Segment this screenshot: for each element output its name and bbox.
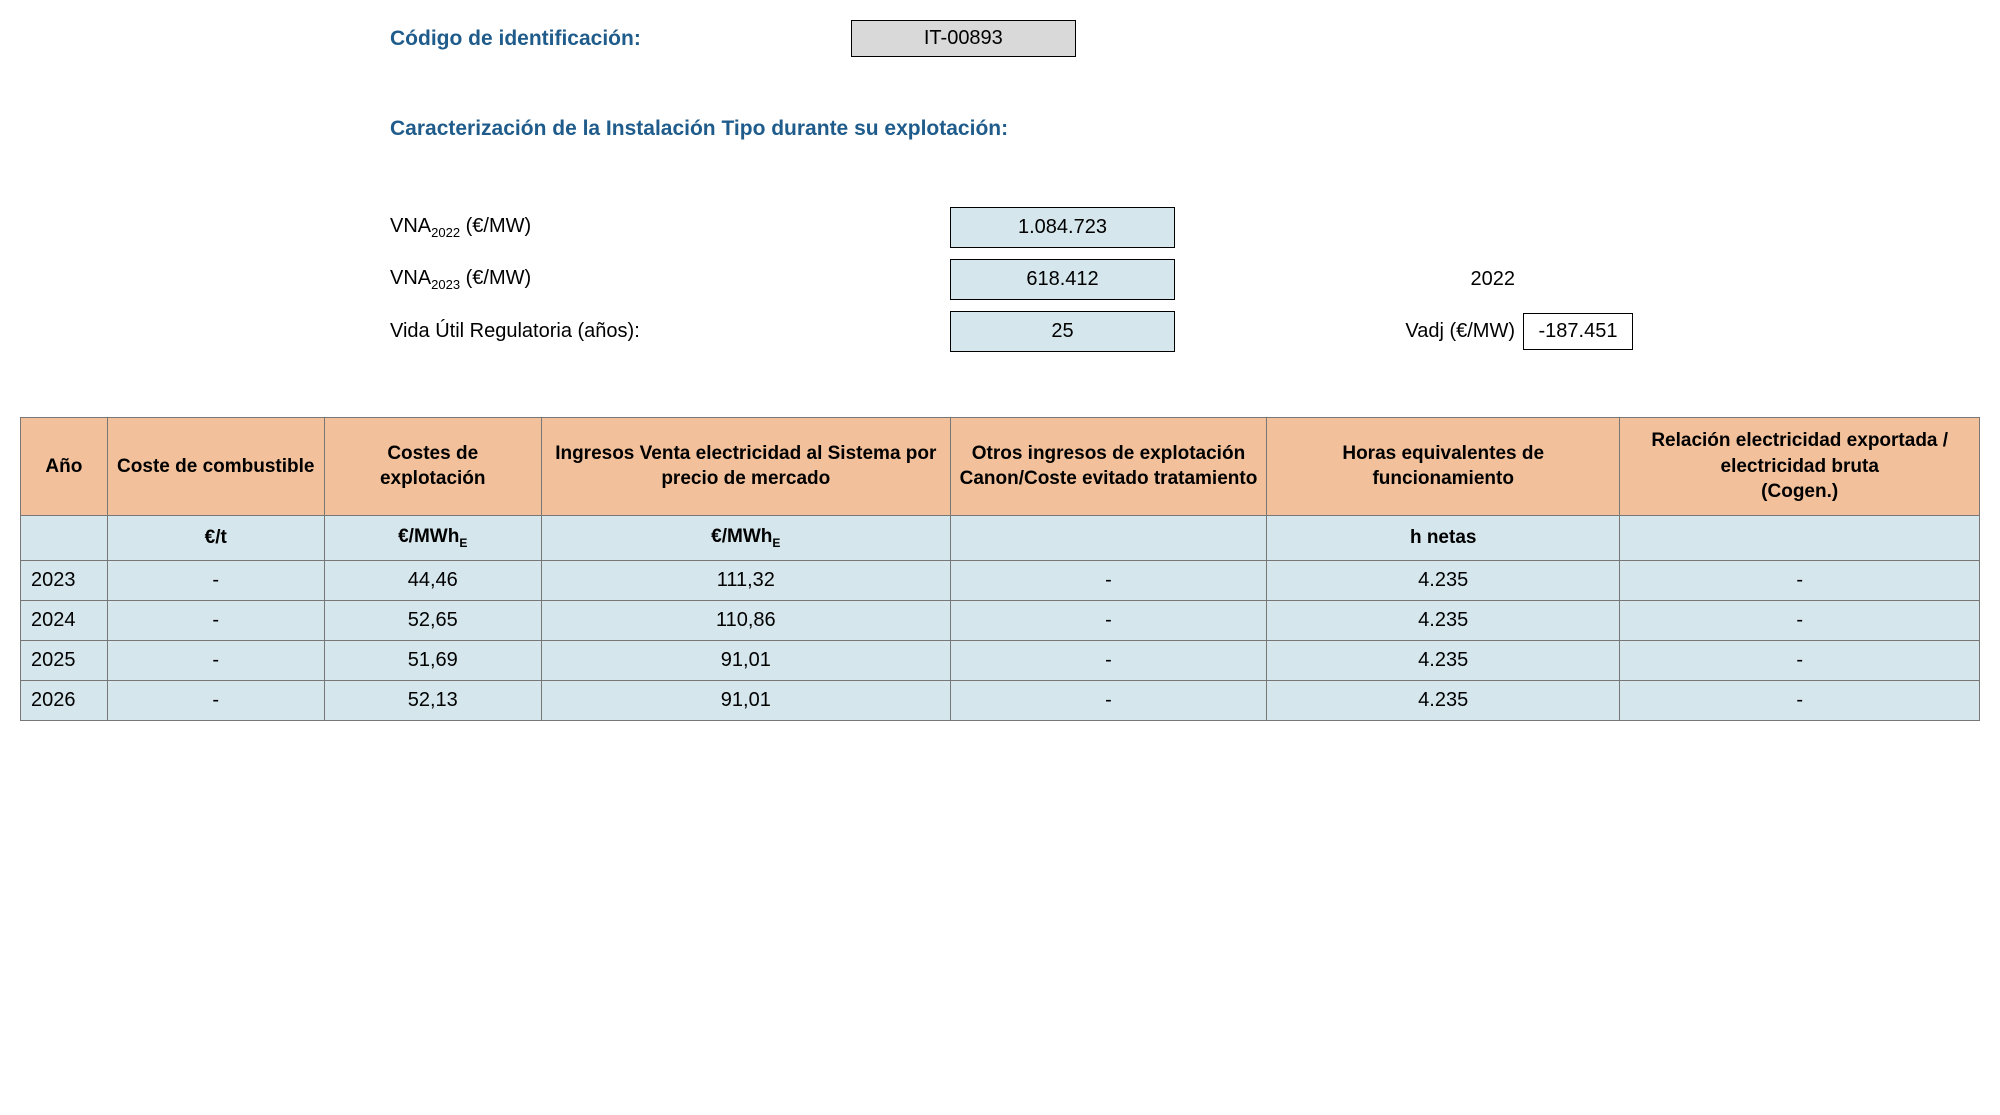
th-otros: Otros ingresos de explotación Canon/Cost… [950,418,1266,516]
vna2023-label-post: (€/MW) [460,267,531,289]
th-relacion-l2: (Cogen.) [1761,481,1838,502]
vna2023-value: 618.412 [950,259,1175,300]
vida-value: 25 [950,311,1175,352]
cell-ano: 2026 [21,680,108,720]
table-row: 2023-44,46111,32-4.235- [21,560,1980,600]
page-container: Código de identificación: IT-00893 Carac… [20,20,1980,721]
cell-explotacion: 44,46 [324,560,541,600]
cell-relacion: - [1620,680,1980,720]
header-row: Año Coste de combustible Costes de explo… [21,418,1980,516]
main-table: Año Coste de combustible Costes de explo… [20,417,1980,721]
cell-horas: 4.235 [1267,600,1620,640]
th-combustible: Coste de combustible [107,418,324,516]
cell-combustible: - [107,600,324,640]
cell-horas: 4.235 [1267,680,1620,720]
cell-ingresos: 91,01 [541,680,950,720]
vna2022-label: VNA2022 (€/MW) [390,215,950,240]
unit-ano [21,515,108,560]
cell-explotacion: 52,65 [324,600,541,640]
vna2022-value: 1.084.723 [950,207,1175,248]
cell-horas: 4.235 [1267,560,1620,600]
vida-label: Vida Útil Regulatoria (años): [390,320,950,343]
cell-ingresos: 91,01 [541,640,950,680]
cell-explotacion: 52,13 [324,680,541,720]
th-explotacion: Costes de explotación [324,418,541,516]
units-row: €/t €/MWhE €/MWhE h netas [21,515,1980,560]
cell-otros: - [950,600,1266,640]
th-ano: Año [21,418,108,516]
unit-relacion [1620,515,1980,560]
code-label: Código de identificación: [390,27,641,51]
cell-ano: 2024 [21,600,108,640]
section-title: Caracterización de la Instalación Tipo d… [390,117,1980,141]
cell-ano: 2025 [21,640,108,680]
vna2023-row: VNA2023 (€/MW) 618.412 2022 [390,253,1980,305]
cell-explotacion: 51,69 [324,640,541,680]
unit-explotacion-sub: E [459,536,467,550]
cell-relacion: - [1620,600,1980,640]
unit-explotacion-pre: €/MWh [398,526,459,547]
cell-horas: 4.235 [1267,640,1620,680]
year-side: 2022 [1375,268,1515,291]
cell-ano: 2023 [21,560,108,600]
cell-combustible: - [107,560,324,600]
vna2023-label-sub: 2023 [431,277,460,292]
cell-combustible: - [107,640,324,680]
table-head: Año Coste de combustible Costes de explo… [21,418,1980,516]
unit-ingresos-sub: E [772,536,780,550]
unit-combustible: €/t [107,515,324,560]
code-value-box: IT-00893 [851,20,1076,57]
vna2023-label-pre: VNA [390,267,431,289]
top-section: Código de identificación: IT-00893 Carac… [390,20,1980,357]
unit-explotacion: €/MWhE [324,515,541,560]
th-relacion: Relación electricidad exportada / electr… [1620,418,1980,516]
vna2023-label: VNA2023 (€/MW) [390,267,950,292]
vna2022-row: VNA2022 (€/MW) 1.084.723 [390,201,1980,253]
th-horas: Horas equivalentes de funcionamiento [1267,418,1620,516]
th-relacion-l1: Relación electricidad exportada / electr… [1651,430,1948,477]
cell-relacion: - [1620,640,1980,680]
vida-row: Vida Útil Regulatoria (años): 25 Vadj (€… [390,305,1980,357]
unit-ingresos: €/MWhE [541,515,950,560]
cell-ingresos: 111,32 [541,560,950,600]
cell-otros: - [950,560,1266,600]
th-ingresos: Ingresos Venta electricidad al Sistema p… [541,418,950,516]
cell-otros: - [950,640,1266,680]
units-body: €/t €/MWhE €/MWhE h netas [21,515,1980,560]
table-row: 2025-51,6991,01-4.235- [21,640,1980,680]
data-body: 2023-44,46111,32-4.235-2024-52,65110,86-… [21,560,1980,720]
unit-horas: h netas [1267,515,1620,560]
table-row: 2026-52,1391,01-4.235- [21,680,1980,720]
vadj-value: -187.451 [1523,313,1633,350]
cell-combustible: - [107,680,324,720]
vna2022-label-post: (€/MW) [460,215,531,237]
cell-relacion: - [1620,560,1980,600]
vna2022-label-pre: VNA [390,215,431,237]
unit-ingresos-pre: €/MWh [711,526,772,547]
code-row: Código de identificación: IT-00893 [390,20,1980,57]
cell-otros: - [950,680,1266,720]
vadj-label: Vadj (€/MW) [1375,320,1515,343]
table-row: 2024-52,65110,86-4.235- [21,600,1980,640]
vna2022-label-sub: 2022 [431,225,460,240]
unit-otros [950,515,1266,560]
cell-ingresos: 110,86 [541,600,950,640]
